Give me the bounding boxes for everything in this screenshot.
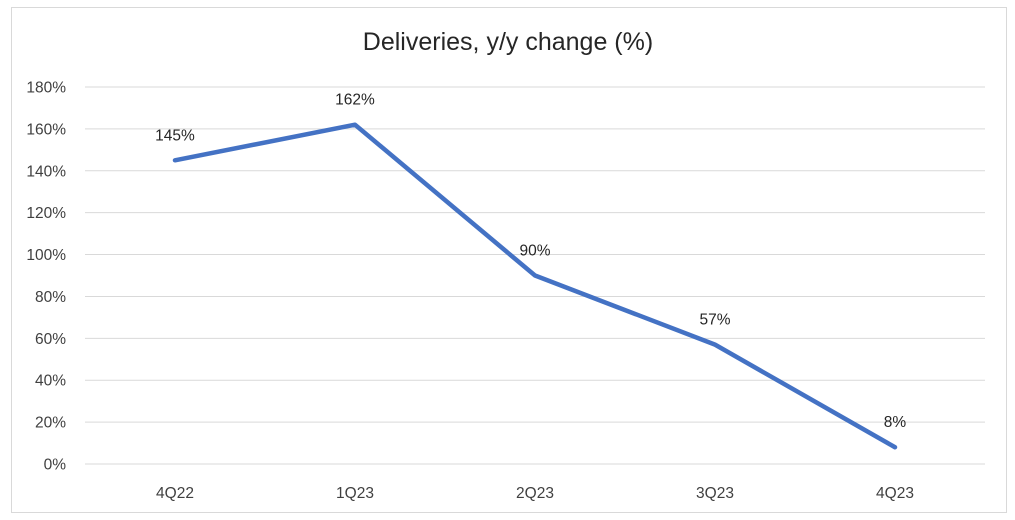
y-tick-label: 120%: [26, 205, 66, 222]
x-tick-label: 4Q23: [876, 485, 914, 502]
chart-frame: [11, 7, 1007, 513]
x-tick-label: 1Q23: [336, 485, 374, 502]
x-tick-label: 3Q23: [696, 485, 734, 502]
y-tick-label: 80%: [35, 289, 66, 306]
data-label: 145%: [155, 127, 195, 144]
x-tick-label: 2Q23: [516, 485, 554, 502]
y-tick-label: 40%: [35, 373, 66, 390]
y-tick-label: 160%: [26, 121, 66, 138]
x-tick-label: 4Q22: [156, 485, 194, 502]
series-line: [172, 122, 898, 450]
data-label: 57%: [699, 312, 730, 329]
data-label: 90%: [519, 243, 550, 260]
y-tick-label: 60%: [35, 331, 66, 348]
y-tick-label: 20%: [35, 415, 66, 432]
data-labels: 145% 162% 90% 57% 8%: [155, 92, 906, 432]
y-axis-tick-labels: 0% 20% 40% 60% 80% 100% 120% 140% 160% 180%: [26, 80, 66, 474]
y-tick-label: 0%: [44, 457, 67, 474]
data-label: 162%: [335, 92, 375, 109]
y-tick-label: 180%: [26, 80, 66, 97]
series-group: [172, 122, 898, 450]
y-tick-label: 140%: [26, 163, 66, 180]
chart-title: Deliveries, y/y change (%): [363, 28, 653, 56]
y-tick-label: 100%: [26, 247, 66, 264]
x-axis-tick-labels: 4Q22 1Q23 2Q23 3Q23 4Q23: [156, 485, 914, 502]
data-label: 8%: [884, 414, 907, 431]
gridlines: [85, 86, 985, 465]
